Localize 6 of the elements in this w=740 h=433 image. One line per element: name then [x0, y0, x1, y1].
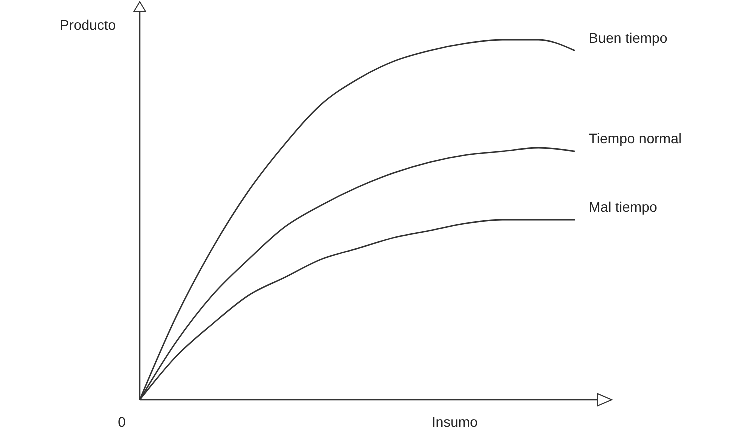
x-axis-title: Insumo [432, 414, 478, 430]
series-label: Tiempo normal [589, 130, 682, 147]
series-label: Mal tiempo [589, 199, 658, 215]
y-axis-title: Producto [60, 17, 116, 33]
text: 0 [118, 414, 126, 430]
series-label: Buen tiempo [589, 30, 668, 46]
